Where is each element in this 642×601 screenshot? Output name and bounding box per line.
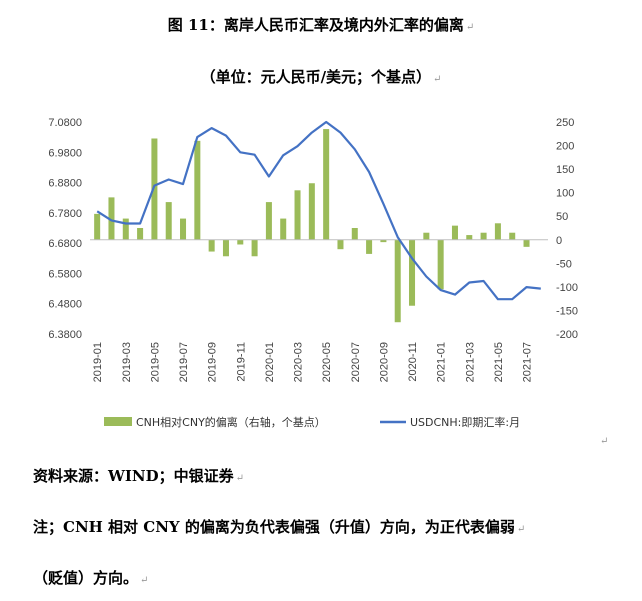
bar-2020-12 <box>423 232 430 240</box>
left-tick-label: 6.9800 <box>48 147 82 159</box>
x-tick-label: 2020-07 <box>350 342 362 382</box>
bar-2020-10 <box>394 239 401 323</box>
x-tick-label: 2020-03 <box>293 342 305 382</box>
right-tick-label: -50 <box>556 258 572 270</box>
note-text-1: 注；CNH 相对 CNY 的偏离为负代表偏强（升值）方向，为正代表偏弱 <box>33 518 515 536</box>
figure-subtitle: （单位：元人民币/美元；个基点） ↵ <box>0 66 642 87</box>
left-tick-label: 6.6800 <box>48 238 82 250</box>
figure-title: 图 11：离岸人民币汇率及境内外汇率的偏离 ↵ <box>0 14 642 35</box>
x-tick-label: 2020-01 <box>264 342 276 382</box>
x-tick-label: 2019-05 <box>149 342 161 382</box>
x-tick-label: 2019-09 <box>207 342 219 382</box>
bar-2021-06 <box>509 232 516 240</box>
bar-2020-08 <box>366 239 373 254</box>
x-tick-label: 2020-11 <box>407 342 419 382</box>
bar-2020-04 <box>308 183 315 240</box>
bar-2021-02 <box>451 225 458 240</box>
right-tick-label: -200 <box>556 329 578 341</box>
figure-subtitle-text: （单位：元人民币/美元；个基点） <box>200 68 432 86</box>
figure-title-text: 图 11：离岸人民币汇率及境内外汇率的偏离 <box>167 16 464 34</box>
bar-2019-10 <box>222 239 229 257</box>
bar-2019-02 <box>108 197 115 240</box>
right-tick-label: -100 <box>556 282 578 294</box>
x-tick-label: 2021-05 <box>493 342 505 382</box>
right-tick-label: 150 <box>556 164 574 176</box>
return-mark: ↵ <box>465 22 475 33</box>
bar-2020-02 <box>280 218 287 240</box>
right-tick-label: 50 <box>556 211 568 223</box>
note-line-1: 注；CNH 相对 CNY 的偏离为负代表偏强（升值）方向，为正代表偏弱 ↵ <box>33 516 525 537</box>
return-mark: ↵ <box>433 74 442 85</box>
right-tick-label: 100 <box>556 188 574 200</box>
bar-2019-09 <box>208 239 215 252</box>
legend-bar-swatch <box>104 417 132 426</box>
bar-2019-08 <box>194 140 201 240</box>
legend-bar-label: CNH相对CNY的偏离（右轴，个基点） <box>136 415 326 429</box>
bar-2019-07 <box>180 218 187 240</box>
x-tick-label: 2021-01 <box>436 342 448 382</box>
chart: 7.0800 6.9800 6.8800 6.7800 6.6800 6.5800 6.48… <box>48 117 608 447</box>
bar-2019-06 <box>165 202 172 240</box>
bar-2020-07 <box>351 228 358 240</box>
x-tick-label: 2019-01 <box>92 342 104 382</box>
x-tick-label: 2019-03 <box>121 342 133 382</box>
bar-2019-04 <box>137 228 144 240</box>
bar-2019-03 <box>122 218 129 240</box>
right-axis-ticks: 250 200 150 100 50 0 -50 -100 -150 -200 <box>556 117 578 341</box>
bar-2020-11 <box>409 239 416 306</box>
x-tick-label: 2021-07 <box>522 342 534 382</box>
left-tick-label: 7.0800 <box>48 117 82 129</box>
bar-2021-03 <box>466 235 473 240</box>
bar-2021-01 <box>437 239 444 290</box>
right-tick-label: 200 <box>556 141 574 153</box>
left-tick-label: 6.3800 <box>48 329 82 341</box>
source-line: 资料来源：WIND；中银证券 ↵ <box>33 465 244 486</box>
x-tick-label: 2019-07 <box>178 342 190 382</box>
x-tick-label: 2021-03 <box>464 342 476 382</box>
bar-2020-03 <box>294 190 301 240</box>
bar-2019-05 <box>151 138 158 240</box>
left-tick-label: 6.7800 <box>48 208 82 220</box>
bar-2021-07 <box>523 239 530 247</box>
bar-2020-06 <box>337 239 344 250</box>
left-tick-label: 6.5800 <box>48 268 82 280</box>
left-tick-label: 6.8800 <box>48 178 82 190</box>
right-tick-label: -150 <box>556 305 578 317</box>
right-tick-label: 0 <box>556 235 562 247</box>
bar-2020-09 <box>380 239 387 243</box>
bar-2019-12 <box>251 239 258 257</box>
bar-2020-05 <box>323 129 330 240</box>
bar-2019-01 <box>94 213 101 240</box>
note-line-2: （贬值）方向。 ↵ <box>33 567 148 588</box>
bar-2020-01 <box>265 202 272 240</box>
x-tick-label: 2020-09 <box>378 342 390 382</box>
x-tick-label: 2020-05 <box>321 342 333 382</box>
note-text-2: （贬值）方向。 <box>33 569 139 587</box>
legend-line-label: USDCNH:即期汇率:月 <box>410 415 520 429</box>
bar-2019-11 <box>237 239 244 245</box>
line-series <box>96 120 541 301</box>
source-text: 资料来源：WIND；中银证券 <box>33 467 234 485</box>
x-tick-label: 2019-11 <box>235 342 247 382</box>
return-mark: ↵ <box>235 473 244 484</box>
usdcnh-line <box>96 120 541 301</box>
bar-2021-04 <box>480 232 487 240</box>
left-tick-label: 6.4800 <box>48 299 82 311</box>
bar-2021-05 <box>494 223 501 240</box>
legend: CNH相对CNY的偏离（右轴，个基点） USDCNH:即期汇率:月 <box>104 415 520 429</box>
return-mark: ↵ <box>516 524 526 535</box>
bar-series <box>94 129 530 323</box>
x-axis-ticks: 2019-01 2019-03 2019-05 2019-07 2019-09 2019-… <box>92 342 533 382</box>
right-tick-label: 250 <box>556 117 574 129</box>
left-axis-ticks: 7.0800 6.9800 6.8800 6.7800 6.6800 6.5800 6.48… <box>48 117 82 341</box>
return-mark: ↵ <box>140 575 149 586</box>
return-mark: ↵ <box>600 436 608 447</box>
